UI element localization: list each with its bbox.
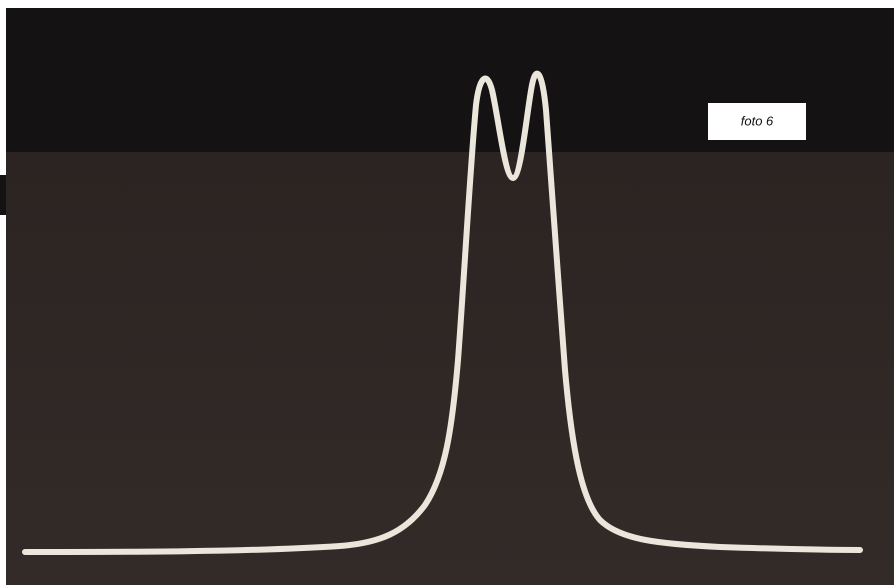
screen-lower bbox=[6, 152, 894, 585]
caption-box bbox=[708, 103, 806, 140]
edge-mark bbox=[0, 175, 6, 215]
caption-label: foto 6 bbox=[741, 113, 774, 128]
trace bbox=[22, 70, 863, 555]
